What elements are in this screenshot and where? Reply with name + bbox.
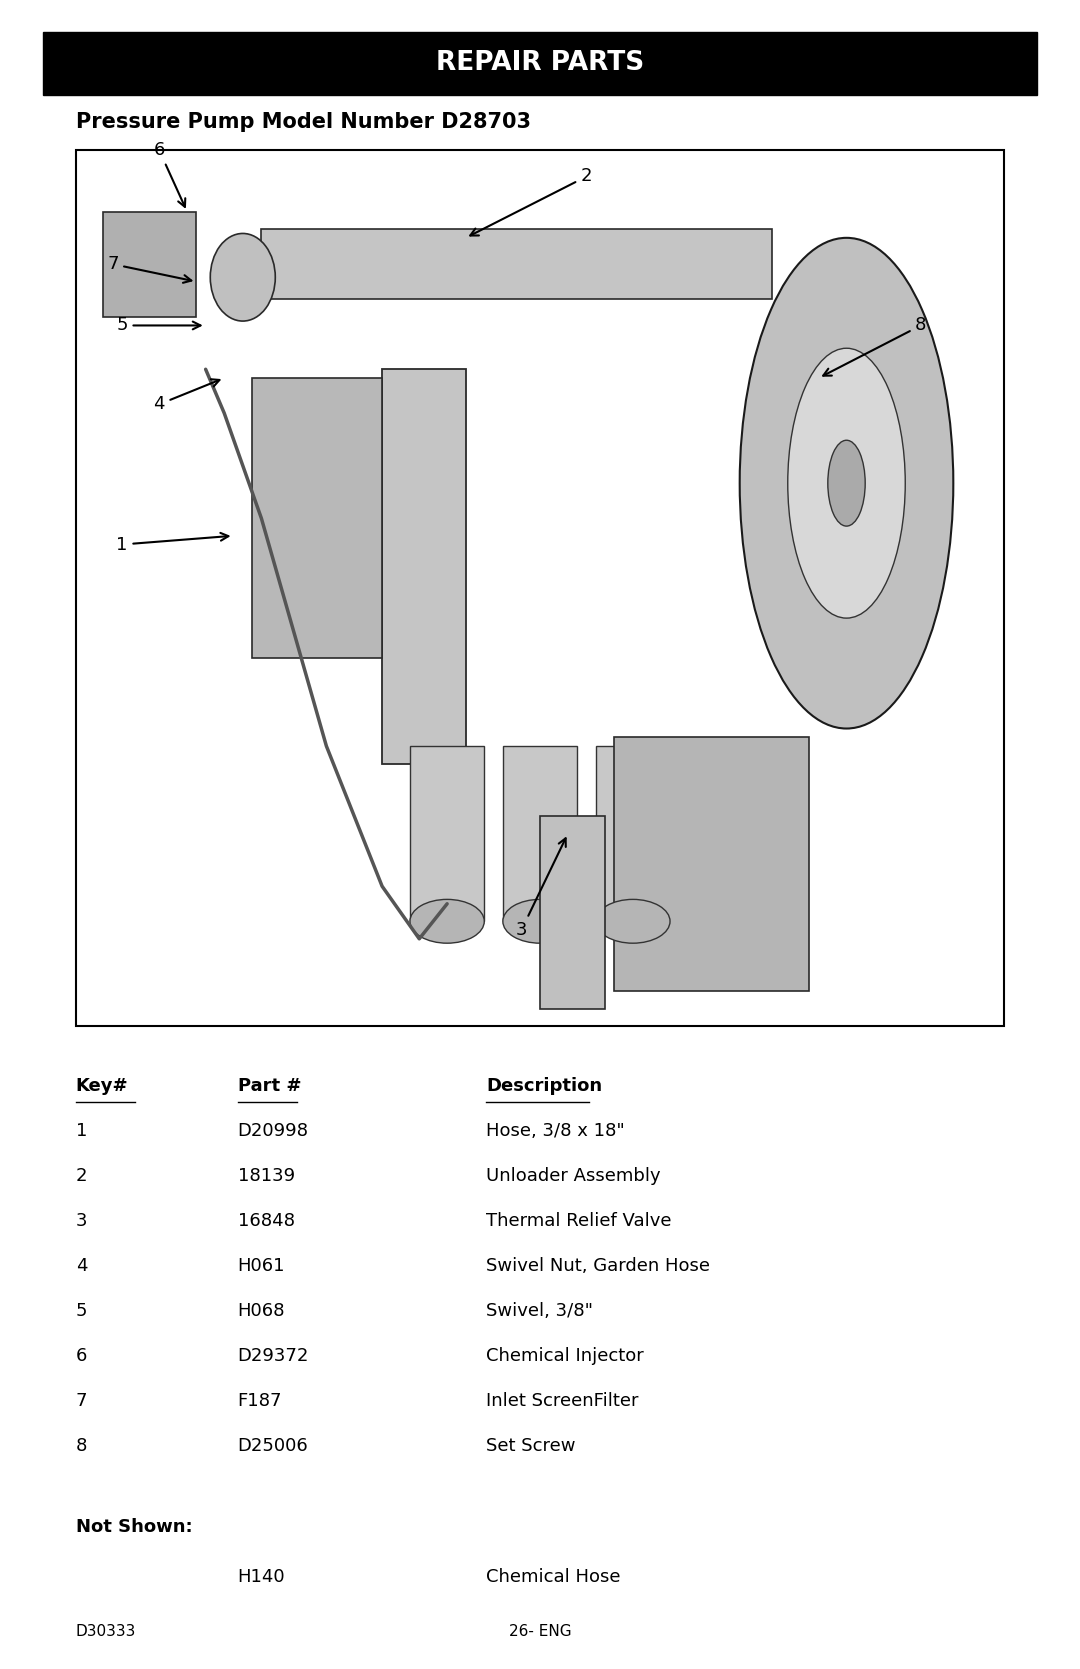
Bar — [540, 816, 605, 1008]
Text: Thermal Relief Valve: Thermal Relief Valve — [486, 1212, 672, 1230]
Text: Set Screw: Set Screw — [486, 1437, 576, 1455]
Text: Chemical Hose: Chemical Hose — [486, 1567, 621, 1586]
Text: 6: 6 — [76, 1347, 87, 1365]
Bar — [596, 746, 670, 921]
Bar — [76, 150, 1004, 1026]
Ellipse shape — [596, 900, 670, 943]
Bar — [261, 229, 772, 299]
Ellipse shape — [827, 441, 865, 526]
Bar — [252, 377, 382, 658]
Text: REPAIR PARTS: REPAIR PARTS — [436, 50, 644, 77]
Text: 5: 5 — [76, 1302, 87, 1320]
Ellipse shape — [211, 234, 275, 320]
Text: Description: Description — [486, 1077, 603, 1095]
Text: Chemical Injector: Chemical Injector — [486, 1347, 644, 1365]
Text: Key#: Key# — [76, 1077, 129, 1095]
Text: 1: 1 — [117, 532, 228, 554]
Text: D30333: D30333 — [76, 1624, 136, 1639]
Text: 7: 7 — [107, 255, 191, 282]
Text: 1: 1 — [76, 1122, 87, 1140]
Ellipse shape — [410, 900, 484, 943]
Text: F187: F187 — [238, 1392, 282, 1410]
Text: H068: H068 — [238, 1302, 285, 1320]
Ellipse shape — [740, 237, 954, 728]
Bar — [410, 746, 484, 921]
Text: Swivel, 3/8": Swivel, 3/8" — [486, 1302, 593, 1320]
Text: Inlet ScreenFilter: Inlet ScreenFilter — [486, 1392, 638, 1410]
Text: 5: 5 — [117, 317, 201, 334]
Text: Unloader Assembly: Unloader Assembly — [486, 1167, 661, 1185]
Ellipse shape — [503, 900, 577, 943]
Text: 16848: 16848 — [238, 1212, 295, 1230]
Text: H061: H061 — [238, 1257, 285, 1275]
Text: 2: 2 — [470, 167, 592, 235]
Text: Not Shown:: Not Shown: — [76, 1519, 192, 1535]
Bar — [615, 738, 809, 991]
Text: 6: 6 — [153, 142, 186, 207]
Text: 8: 8 — [76, 1437, 87, 1455]
Text: 26- ENG: 26- ENG — [509, 1624, 571, 1639]
Bar — [382, 369, 465, 764]
Text: 8: 8 — [823, 317, 927, 376]
Text: Part #: Part # — [238, 1077, 301, 1095]
Text: 4: 4 — [76, 1257, 87, 1275]
Text: 3: 3 — [76, 1212, 87, 1230]
Text: Swivel Nut, Garden Hose: Swivel Nut, Garden Hose — [486, 1257, 710, 1275]
Bar — [104, 212, 197, 317]
Text: Hose, 3/8 x 18": Hose, 3/8 x 18" — [486, 1122, 624, 1140]
Text: 3: 3 — [515, 838, 566, 940]
Text: D20998: D20998 — [238, 1122, 309, 1140]
Text: D25006: D25006 — [238, 1437, 309, 1455]
Bar — [43, 32, 1037, 95]
Text: 4: 4 — [153, 379, 219, 414]
Text: D29372: D29372 — [238, 1347, 309, 1365]
Text: 2: 2 — [76, 1167, 87, 1185]
Text: Pressure Pump Model Number D28703: Pressure Pump Model Number D28703 — [76, 112, 530, 132]
Text: H140: H140 — [238, 1567, 285, 1586]
Bar — [503, 746, 577, 921]
Ellipse shape — [787, 349, 905, 618]
Text: 18139: 18139 — [238, 1167, 295, 1185]
Text: 7: 7 — [76, 1392, 87, 1410]
